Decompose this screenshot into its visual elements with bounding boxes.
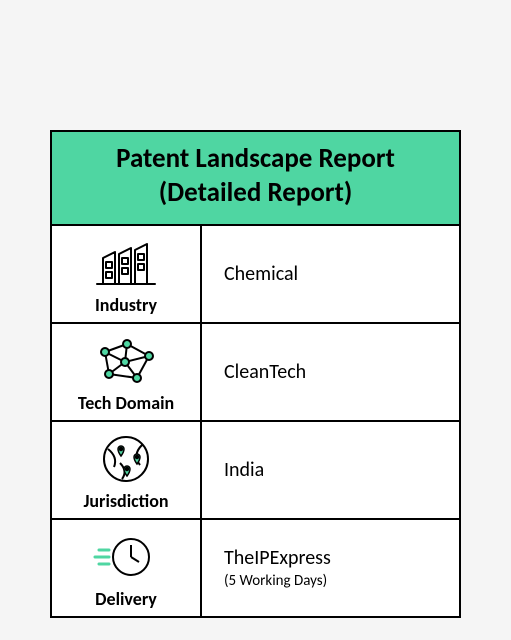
row-value: India: [224, 458, 459, 482]
header-line2: (Detailed Report): [159, 176, 352, 209]
table-row: Delivery TheIPExpress (5 Working Days): [52, 520, 459, 616]
table-row: Jurisdiction India: [52, 422, 459, 520]
row-value-cell: India: [202, 422, 459, 518]
row-label-cell: Jurisdiction: [52, 422, 202, 518]
row-label: Delivery: [95, 588, 157, 610]
row-subvalue: (5 Working Days): [224, 572, 459, 590]
row-label-cell: Tech Domain: [52, 324, 202, 420]
row-label: Jurisdiction: [83, 490, 168, 512]
row-value: Chemical: [224, 262, 459, 286]
row-value-cell: TheIPExpress (5 Working Days): [202, 520, 459, 616]
row-value: CleanTech: [224, 360, 459, 384]
row-label: Industry: [95, 294, 157, 316]
globe-icon: [54, 430, 198, 488]
row-label-cell: Delivery: [52, 520, 202, 616]
row-label: Tech Domain: [78, 392, 174, 414]
report-card: Patent Landscape Report (Detailed Report…: [50, 130, 461, 618]
report-header: Patent Landscape Report (Detailed Report…: [52, 132, 459, 226]
table-row: Tech Domain CleanTech: [52, 324, 459, 422]
network-icon: [54, 332, 198, 390]
row-label-cell: Industry: [52, 226, 202, 322]
clock-icon: [54, 528, 198, 586]
table-row: Industry Chemical: [52, 226, 459, 324]
row-value: TheIPExpress: [224, 546, 459, 570]
row-value-cell: Chemical: [202, 226, 459, 322]
industry-icon: [54, 234, 198, 292]
row-value-cell: CleanTech: [202, 324, 459, 420]
header-line1: Patent Landscape Report: [116, 142, 395, 175]
